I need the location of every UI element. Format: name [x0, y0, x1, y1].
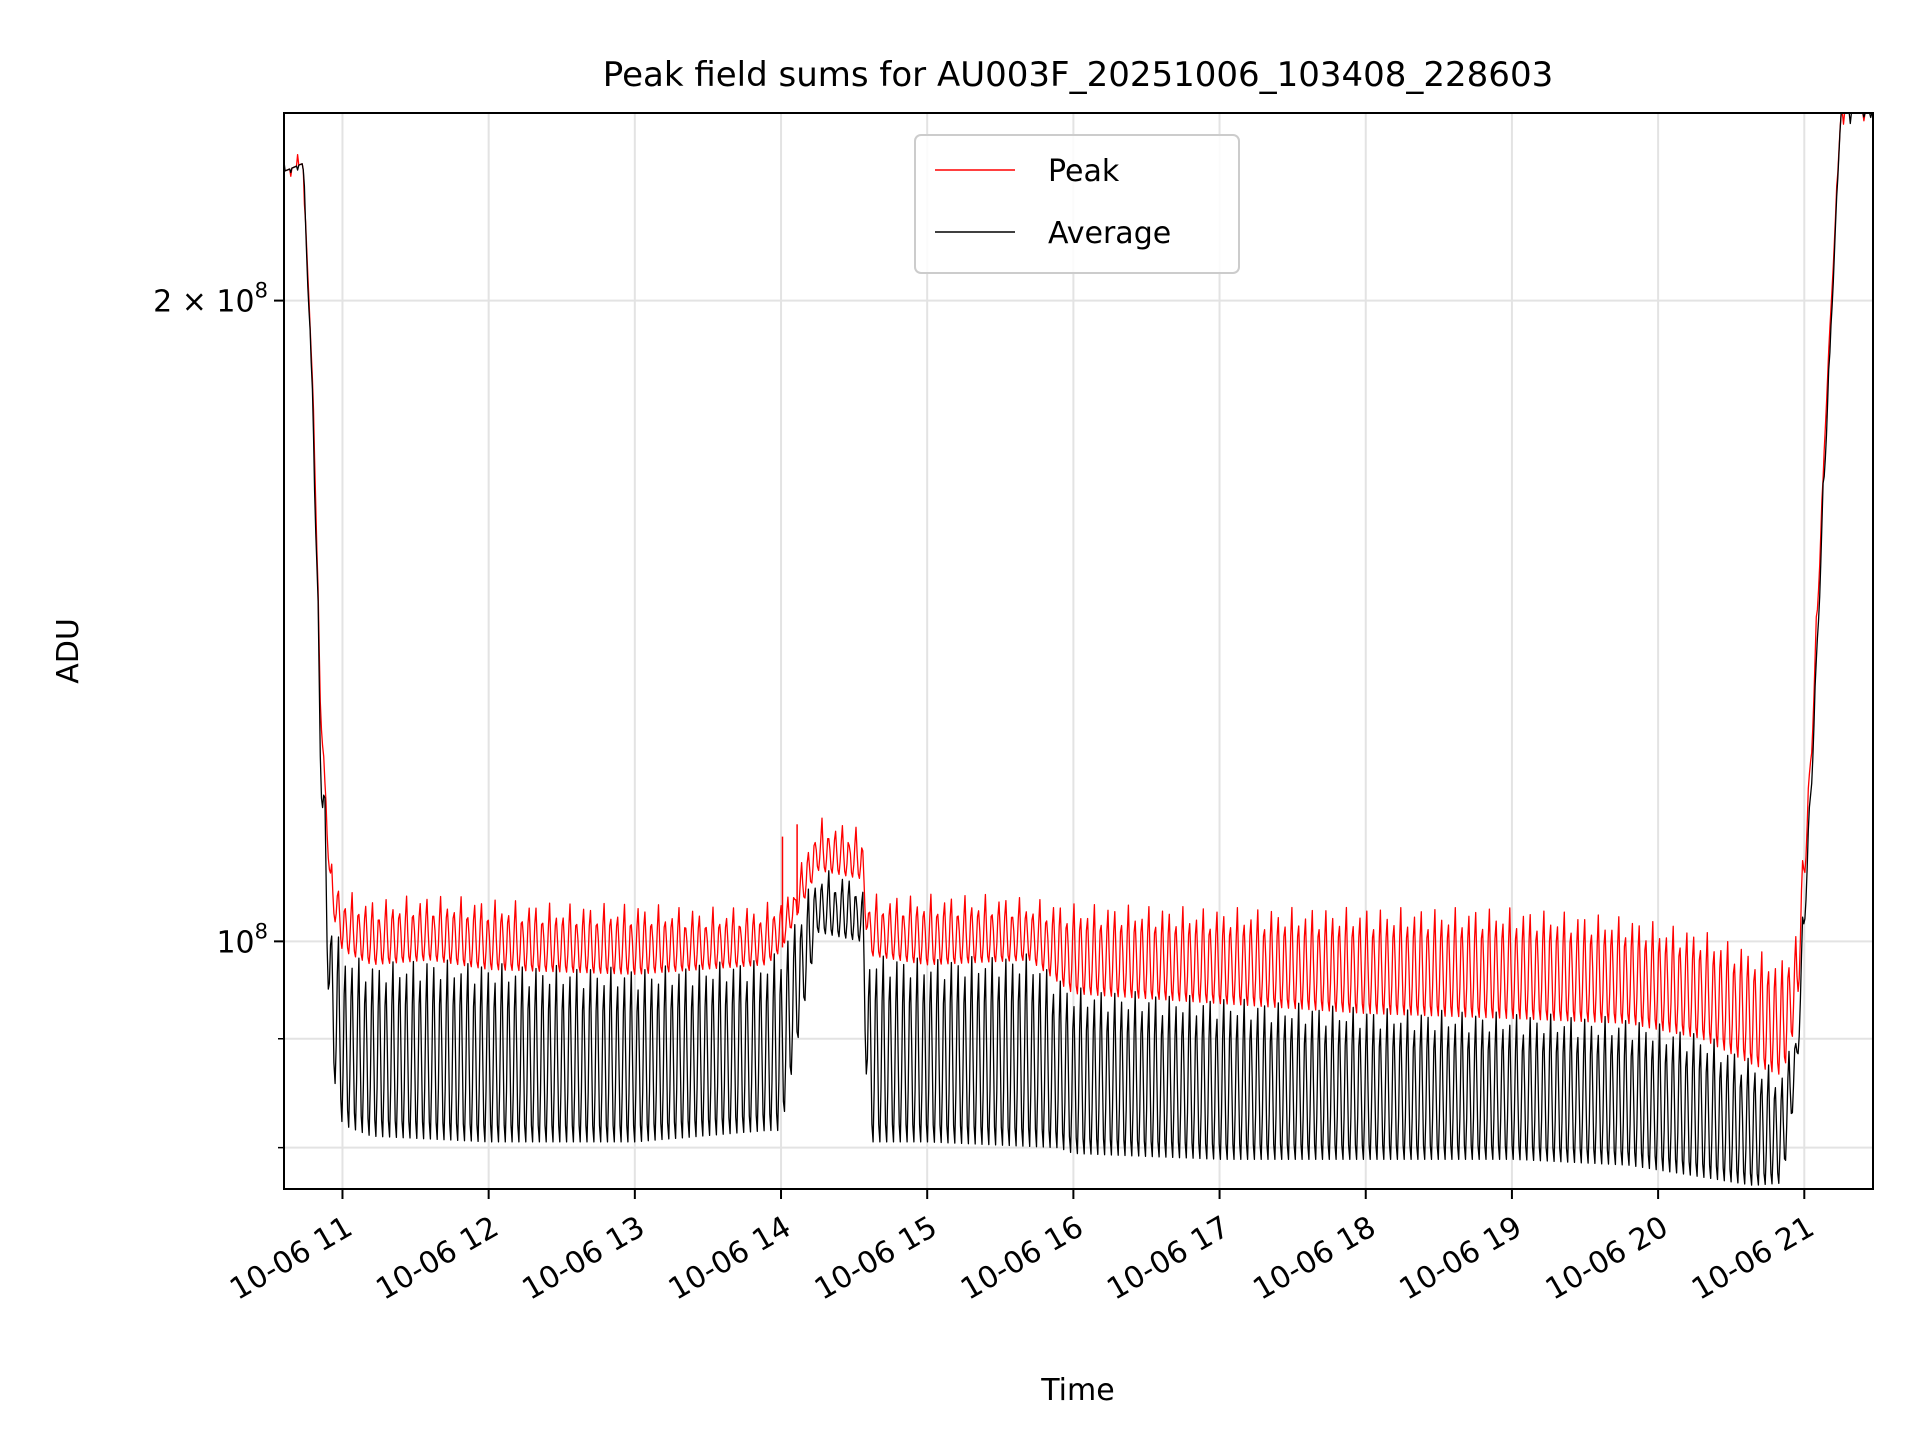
- grid: [284, 113, 1873, 1189]
- chart-title: Peak field sums for AU003F_20251006_1034…: [603, 55, 1553, 95]
- y-tick-label-base: 10: [216, 925, 254, 960]
- y-tick-label-exponent: 8: [255, 279, 268, 303]
- legend-label-average: Average: [1048, 216, 1171, 251]
- plot-frame: [283, 112, 1874, 1190]
- y-tick-label: 108: [216, 919, 268, 960]
- legend-label-peak: Peak: [1048, 154, 1120, 189]
- series-line-average: [284, 113, 1873, 1186]
- x-axis-label: Time: [1040, 1373, 1114, 1408]
- y-axis-label: ADU: [51, 618, 86, 684]
- y-tick-label-base: 2 × 10: [153, 285, 254, 320]
- legend: Peak Average: [914, 134, 1240, 274]
- series-layer: [284, 113, 1873, 1186]
- y-tick-label: 2 × 108: [153, 279, 268, 320]
- y-tick-label-exponent: 8: [255, 919, 268, 943]
- series-line-peak: [284, 113, 1873, 1075]
